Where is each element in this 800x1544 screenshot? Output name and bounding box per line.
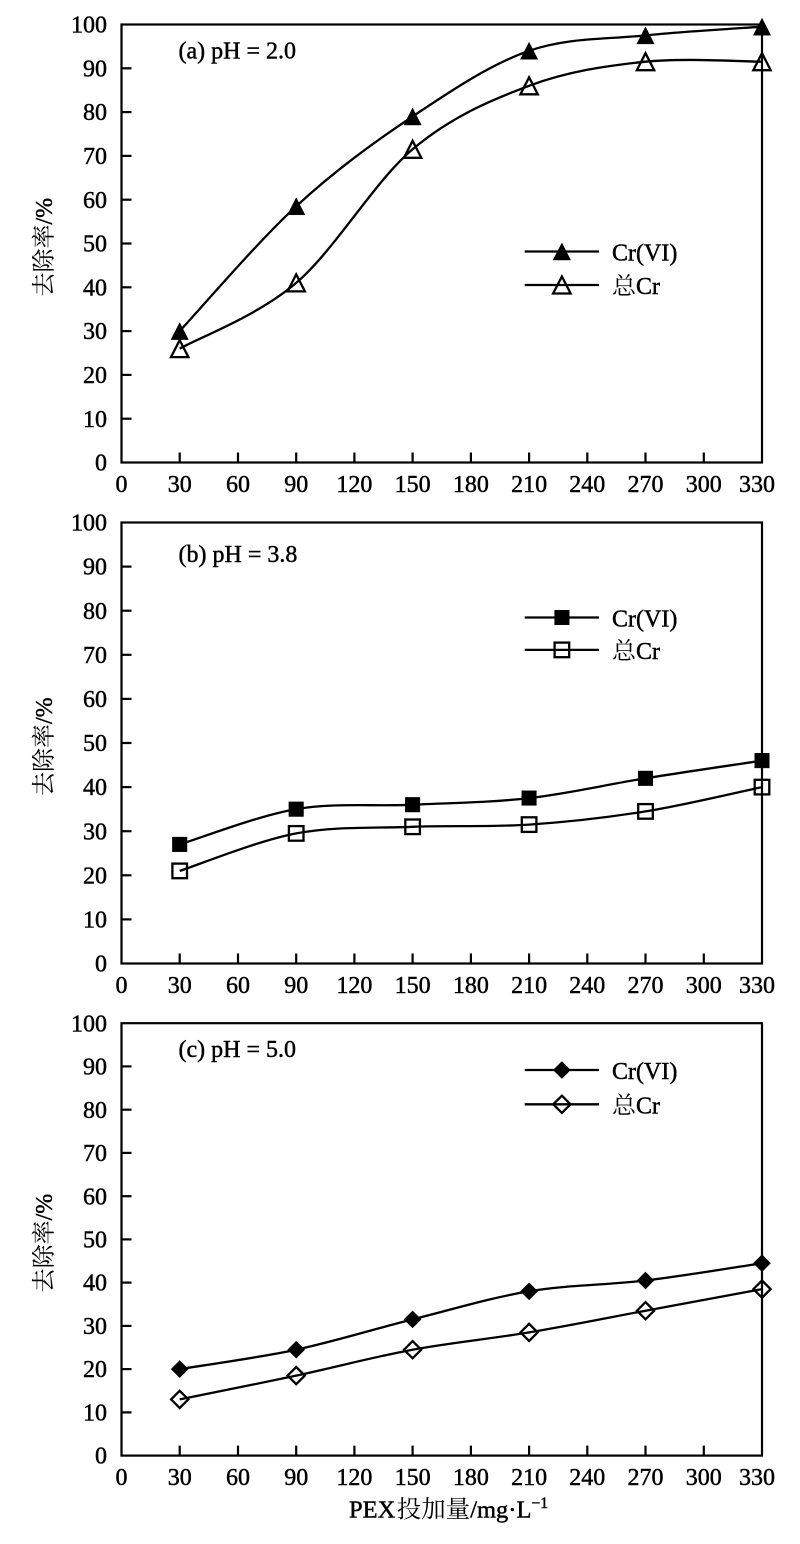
svg-text:80: 80	[83, 599, 107, 625]
svg-text:120: 120	[336, 1465, 372, 1491]
svg-text:80: 80	[83, 1098, 107, 1124]
svg-text:0: 0	[116, 973, 128, 999]
svg-text:70: 70	[83, 144, 107, 170]
svg-text:330: 330	[739, 472, 775, 498]
svg-text:40: 40	[83, 775, 107, 801]
svg-text:150: 150	[395, 973, 431, 999]
svg-text:330: 330	[739, 1465, 775, 1491]
svg-text:90: 90	[284, 1465, 308, 1491]
svg-text:0: 0	[116, 1465, 128, 1491]
svg-text:60: 60	[226, 472, 250, 498]
svg-text:100: 100	[71, 511, 107, 537]
svg-text:60: 60	[226, 973, 250, 999]
svg-text:30: 30	[83, 1314, 107, 1340]
svg-text:Cr: Cr	[636, 639, 660, 665]
svg-text:100: 100	[71, 1011, 107, 1037]
svg-text:240: 240	[569, 973, 605, 999]
svg-text:240: 240	[569, 472, 605, 498]
svg-text:10: 10	[83, 908, 107, 934]
svg-text:180: 180	[453, 973, 489, 999]
svg-text:/%: /%	[32, 198, 58, 225]
svg-text:210: 210	[511, 1465, 547, 1491]
svg-text:90: 90	[83, 1055, 107, 1081]
svg-text:Cr(VI): Cr(VI)	[612, 241, 677, 267]
svg-text:20: 20	[83, 863, 107, 889]
svg-text:90: 90	[83, 555, 107, 581]
svg-text:/%: /%	[32, 697, 58, 724]
svg-text:60: 60	[83, 687, 107, 713]
svg-text:30: 30	[83, 819, 107, 845]
svg-text:270: 270	[628, 472, 664, 498]
svg-text:300: 300	[686, 973, 722, 999]
svg-text:Cr: Cr	[636, 274, 660, 300]
svg-text:40: 40	[83, 1271, 107, 1297]
svg-text:50: 50	[83, 731, 107, 757]
svg-text:/%: /%	[32, 1194, 58, 1221]
svg-text:240: 240	[569, 1465, 605, 1491]
svg-text:330: 330	[739, 973, 775, 999]
svg-text:70: 70	[83, 643, 107, 669]
svg-text:150: 150	[395, 472, 431, 498]
svg-text:300: 300	[686, 1465, 722, 1491]
svg-text:60: 60	[226, 1465, 250, 1491]
svg-text:80: 80	[83, 100, 107, 126]
svg-text:210: 210	[511, 973, 547, 999]
svg-text:30: 30	[168, 472, 192, 498]
svg-text:0: 0	[95, 451, 107, 477]
svg-text:(b) pH = 3.8: (b) pH = 3.8	[179, 542, 298, 568]
svg-text:30: 30	[168, 973, 192, 999]
svg-text:300: 300	[686, 472, 722, 498]
svg-text:Cr(VI): Cr(VI)	[612, 607, 677, 633]
svg-text:Cr(VI): Cr(VI)	[612, 1059, 677, 1085]
svg-text:120: 120	[336, 472, 372, 498]
svg-text:10: 10	[83, 1401, 107, 1427]
svg-text:210: 210	[511, 472, 547, 498]
svg-text:10: 10	[83, 407, 107, 433]
svg-text:180: 180	[453, 472, 489, 498]
svg-text:0: 0	[95, 952, 107, 978]
svg-text:70: 70	[83, 1141, 107, 1167]
svg-text:30: 30	[83, 319, 107, 345]
svg-text:50: 50	[83, 1228, 107, 1254]
svg-text:Cr: Cr	[636, 1094, 660, 1120]
svg-text:50: 50	[83, 232, 107, 258]
svg-text:270: 270	[628, 973, 664, 999]
svg-text:(c) pH = 5.0: (c) pH = 5.0	[179, 1037, 297, 1063]
svg-text:20: 20	[83, 1357, 107, 1383]
svg-text:PEX: PEX	[349, 1497, 396, 1524]
svg-text:40: 40	[83, 275, 107, 301]
svg-text:20: 20	[83, 363, 107, 389]
svg-text:60: 60	[83, 188, 107, 214]
svg-text:180: 180	[453, 1465, 489, 1491]
svg-text:60: 60	[83, 1184, 107, 1210]
svg-text:0: 0	[95, 1444, 107, 1470]
svg-text:90: 90	[284, 973, 308, 999]
svg-text:120: 120	[336, 973, 372, 999]
svg-text:90: 90	[83, 56, 107, 82]
svg-text:30: 30	[168, 1465, 192, 1491]
svg-text:100: 100	[71, 13, 107, 39]
svg-text:270: 270	[628, 1465, 664, 1491]
svg-text:0: 0	[116, 472, 128, 498]
svg-text:90: 90	[284, 472, 308, 498]
svg-text:150: 150	[395, 1465, 431, 1491]
svg-text:(a) pH = 2.0: (a) pH = 2.0	[179, 39, 297, 65]
